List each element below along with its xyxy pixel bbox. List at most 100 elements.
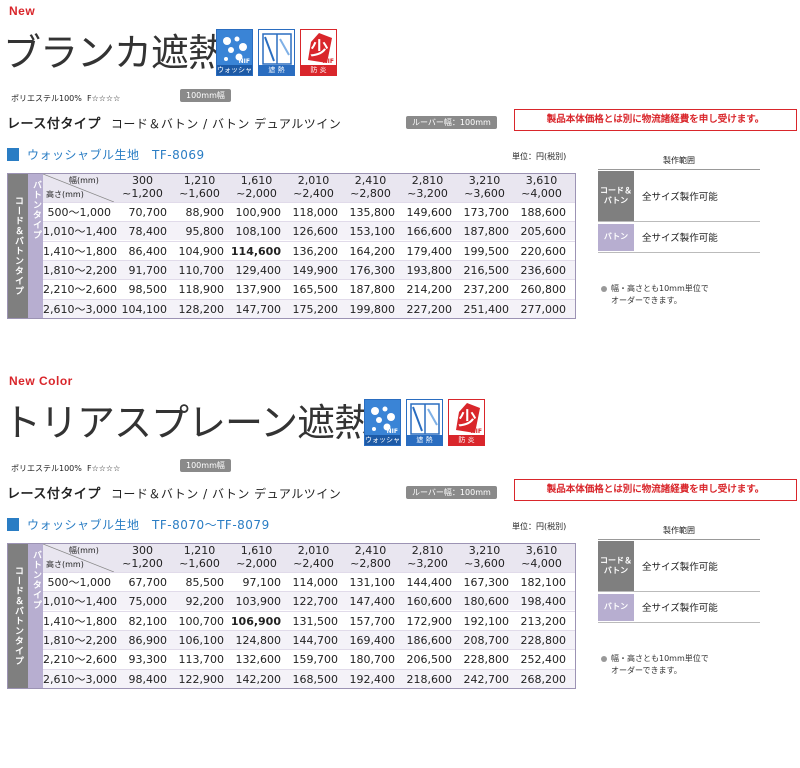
price-cell: 86,400 (128, 244, 168, 258)
type-heading: レース付タイプ コード＆バトン / バトン デュアルツイン (7, 113, 341, 132)
column-header-from: 300 (132, 174, 153, 187)
product-title: ブランカ遮熱 (3, 31, 226, 75)
price-cell: 149,900 (292, 263, 339, 277)
price-cell: 104,900 (178, 244, 225, 258)
washable-icon: NIF ウォッシャブル (364, 399, 401, 446)
range-title: 製作範囲 (598, 525, 760, 540)
row-height-label: 2,610～3,000 (43, 672, 117, 686)
fabric-name: ウォッシャブル生地 TF-8070～TF-8079 (27, 518, 270, 532)
fireproof-label: 防 炎 (301, 65, 336, 75)
range-cord-label: コード＆バトン (598, 170, 634, 221)
table-row: 2,210～2,600 93,300 113,700 132,600 159,700 18… (43, 649, 575, 668)
price-cell: 100,900 (235, 206, 282, 219)
type-heading: レース付タイプ コード＆バトン / バトン デュアルツイン (7, 483, 341, 502)
price-cell: 113,700 (178, 653, 225, 667)
price-cell: 167,300 (463, 576, 510, 589)
column-header-to: ~2,000 (236, 557, 277, 570)
column-header-from: 2,010 (297, 544, 330, 557)
row-height-label: 1,810～2,200 (43, 263, 117, 277)
range-row-baton: バトン 全サイズ製作可能 (598, 592, 760, 623)
range-baton-label: バトン (598, 223, 634, 251)
range-cord-value: 全サイズ製作可能 (642, 191, 718, 203)
price-cell: 97,100 (242, 576, 282, 589)
svg-text:少: 少 (310, 39, 329, 60)
price-cell: 70,700 (128, 206, 168, 219)
heat-shield-icon: 遮 熱 (258, 29, 295, 76)
price-cell: 260,800 (520, 283, 567, 297)
column-header-to: ~1,600 (179, 187, 220, 200)
nif-badge: NIF (322, 58, 334, 65)
formaldehyde-rating: F☆☆☆☆ (86, 94, 121, 103)
table-row: 500～1,000 67,700 85,500 97,100 114,000 131,10… (43, 572, 575, 591)
column-header-from: 3,610 (525, 544, 558, 557)
price-cell: 135,800 (349, 206, 396, 219)
column-header: 2,810 ~3,200 (399, 174, 456, 200)
price-cell: 129,400 (235, 263, 282, 277)
price-cell: 86,900 (128, 633, 168, 647)
price-cell: 114,000 (292, 576, 339, 589)
table-row: 2,210～2,600 98,500 118,900 137,900 165,500 18… (43, 279, 575, 298)
price-cell: 208,700 (463, 633, 510, 647)
column-header: 3,210 ~3,600 (456, 544, 513, 570)
type-options: コード＆バトン / バトン デュアルツイン (110, 117, 342, 131)
price-cell: 147,700 (235, 302, 282, 316)
price-cell: 213,200 (520, 614, 567, 628)
price-cell: 106,100 (178, 633, 225, 647)
price-cell: 268,200 (520, 672, 567, 686)
note-line-2: オーダーできます。 (611, 296, 682, 305)
cord-baton-type-label: コード＆バトンタイプ (8, 174, 28, 318)
range-row-baton: バトン 全サイズ製作可能 (598, 222, 760, 253)
unit-label: 単位：円(税別) (512, 522, 567, 531)
price-cell: 187,800 (349, 283, 396, 297)
baton-type-label: バトンタイプ (28, 544, 43, 688)
price-cell: 93,300 (128, 653, 168, 667)
price-cell: 110,700 (178, 263, 225, 277)
column-header-from: 3,610 (525, 174, 558, 187)
price-cell: 98,400 (128, 672, 168, 686)
price-cell: 124,800 (235, 633, 282, 647)
fireproof-icon: 少 NIF 防 炎 (448, 399, 485, 446)
feature-icons: NIF ウォッシャブル 遮 熱 少 NIF 防 炎 (364, 399, 485, 446)
price-cell: 192,400 (349, 672, 396, 686)
fabric-marker (7, 518, 19, 531)
price-cell: 128,200 (178, 302, 225, 316)
range-row-cord: コード＆バトン 全サイズ製作可能 (598, 540, 760, 592)
column-header-to: ~2,000 (236, 187, 277, 200)
price-cell: 142,200 (235, 672, 282, 686)
cord-baton-type-label: コード＆バトンタイプ (8, 544, 28, 688)
heat-shield-label: 遮 熱 (407, 435, 442, 445)
column-header-from: 1,210 (183, 544, 216, 557)
table-row: 2,610～3,000 98,400 122,900 142,200 168,500 19… (43, 668, 575, 688)
price-cell: 85,500 (185, 576, 225, 589)
price-cell: 144,700 (292, 633, 339, 647)
price-cell: 199,500 (463, 244, 510, 258)
material-spec: ポリエステル100% F☆☆☆☆ (11, 93, 120, 104)
column-header: 1,210 ~1,600 (171, 174, 228, 200)
price-cell: 144,400 (406, 576, 453, 589)
column-header: 2,010 ~2,400 (285, 544, 342, 570)
table-row: 1,410～1,800 82,100 100,700 106,900 131,500 15… (43, 610, 575, 630)
row-height-label: 2,210～2,600 (43, 653, 117, 667)
feature-icons: NIF ウォッシャブル 遮 熱 少 NIF 防 炎 (216, 29, 337, 76)
column-header: 3,610 ~4,000 (513, 174, 570, 200)
louver-badge: ルーバー幅：100mm (406, 116, 497, 129)
price-cell: 75,000 (128, 595, 168, 609)
price-cell: 131,100 (349, 576, 396, 589)
price-cell: 137,900 (235, 283, 282, 297)
price-cell: 251,400 (463, 302, 510, 316)
column-header-from: 3,210 (468, 174, 501, 187)
table-row: 1,010～1,400 78,400 95,800 108,100 126,600 153… (43, 221, 575, 241)
fabric-name: ウォッシャブル生地 TF-8069 (27, 148, 205, 162)
price-cell: 164,200 (349, 244, 396, 258)
column-header-to: ~2,800 (350, 187, 391, 200)
column-header-to: ~4,000 (521, 557, 562, 570)
table-header: 幅(mm) 高さ(mm) 300 ~1,200 1,210 ~1,600 1,610 ~2… (43, 174, 575, 202)
price-cell: 193,800 (406, 263, 453, 277)
column-header-to: ~3,200 (407, 557, 448, 570)
shipping-notice: 製品本体価格とは別に物流諸経費を申し受けます。 (514, 109, 797, 131)
unit-label: 単位：円(税別) (512, 152, 567, 161)
price-cell: 132,600 (235, 653, 282, 667)
row-height-label: 2,610～3,000 (43, 302, 117, 316)
column-header-from: 2,410 (354, 174, 387, 187)
table-row: 1,810～2,200 86,900 106,100 124,800 144,700 16… (43, 629, 575, 649)
